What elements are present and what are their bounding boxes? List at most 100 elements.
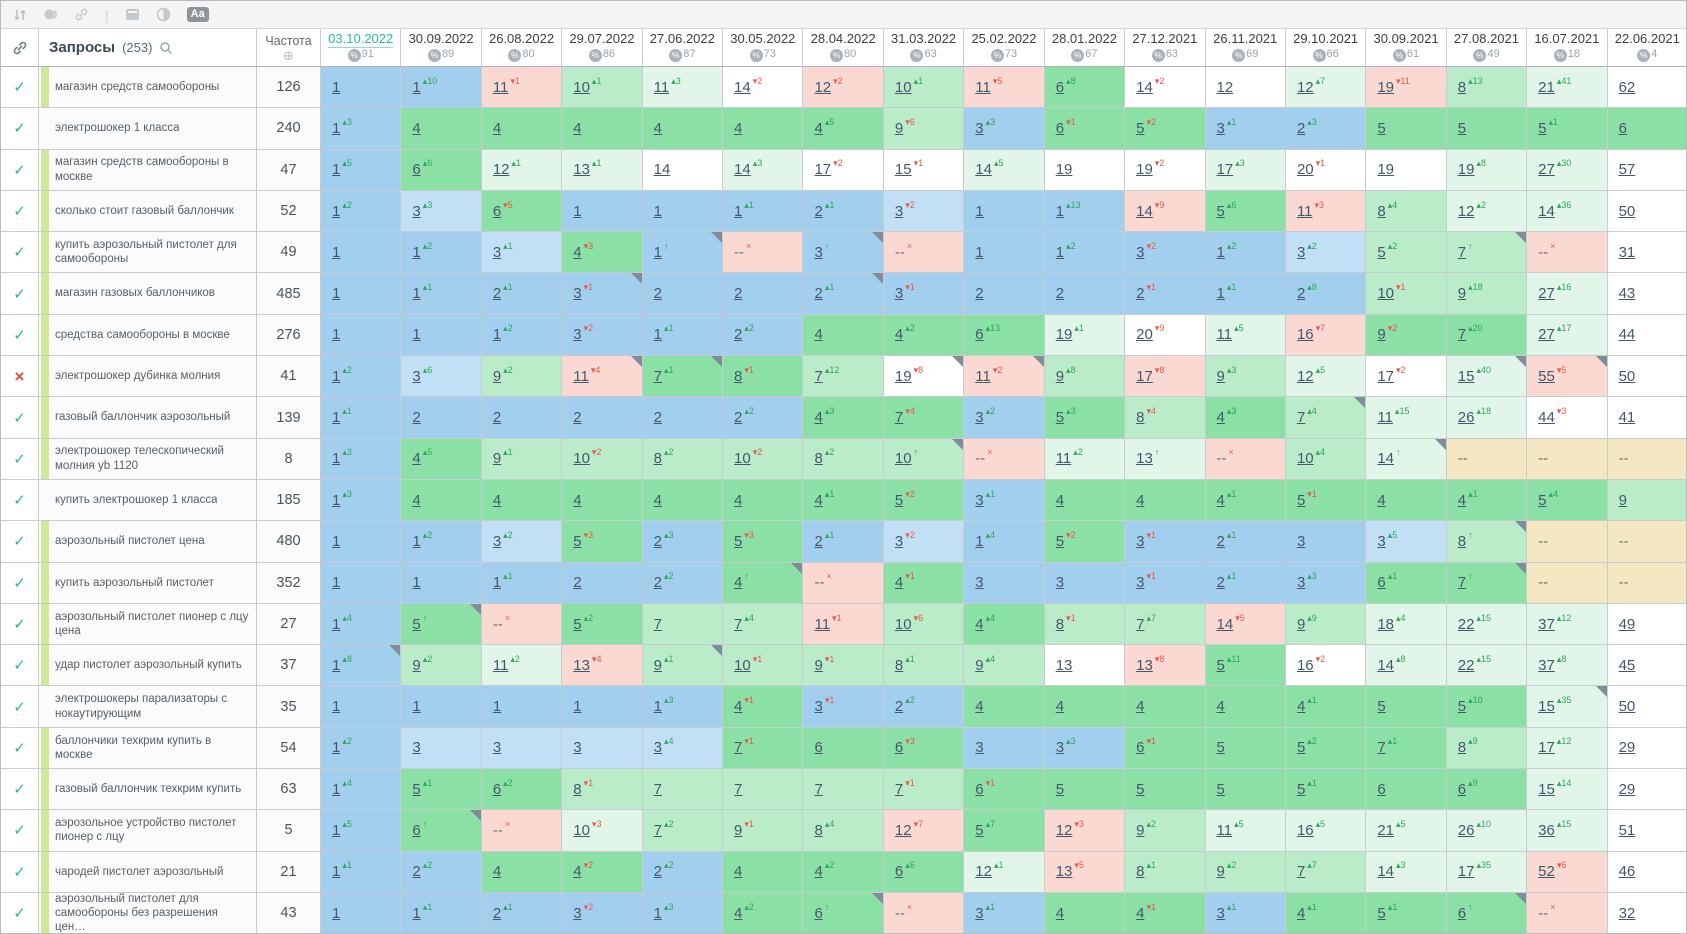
position-cell[interactable]: 3 ▴2	[481, 521, 563, 563]
position-cell[interactable]: 1 ▴2	[401, 521, 482, 563]
position-cell[interactable]: 41	[1607, 397, 1686, 439]
position-cell[interactable]: 6 ↑	[803, 892, 884, 933]
position-cell[interactable]: 4 ▴4	[964, 603, 1045, 646]
position-cell[interactable]: 36 ▴15	[1527, 810, 1608, 852]
position-cell[interactable]: 9 ▴8	[1044, 356, 1126, 398]
position-cell[interactable]: 15 ▴14	[1527, 769, 1608, 811]
position-cell[interactable]: 2 ▴2	[401, 851, 482, 893]
position-cell[interactable]: 6	[1366, 769, 1447, 811]
position-cell[interactable]: 9 ▴2	[1205, 851, 1286, 893]
position-cell[interactable]: 10 ▴1	[562, 67, 643, 109]
position-cell[interactable]: --	[1527, 521, 1608, 563]
position-cell[interactable]: 5 ▾1	[1285, 479, 1367, 522]
position-cell[interactable]: 6 ↑	[1446, 892, 1528, 933]
position-cell[interactable]: 2	[723, 273, 804, 315]
position-cell[interactable]: 19	[1044, 149, 1126, 191]
position-cell[interactable]: 2 ▾1	[1125, 273, 1206, 315]
contrast-icon[interactable]	[156, 7, 171, 22]
position-cell[interactable]: 3 ▴1	[964, 479, 1045, 522]
position-cell[interactable]: 4	[1125, 479, 1206, 522]
position-cell[interactable]: 8 ▾4	[1125, 397, 1206, 439]
position-cell[interactable]: 9 ▾1	[723, 810, 804, 852]
text-case-icon[interactable]: Aa	[186, 7, 209, 22]
keyword-cell[interactable]: магазин средств самообороны	[39, 67, 257, 109]
position-cell[interactable]: 2 ▴1	[803, 273, 884, 315]
position-cell[interactable]: 17 ▾8	[1125, 356, 1206, 398]
position-cell[interactable]: 4 ▴1	[1285, 686, 1367, 728]
position-cell[interactable]: -- ×	[481, 603, 563, 646]
position-cell[interactable]: 7 ▾1	[723, 727, 804, 770]
position-cell[interactable]: 12 ▴1	[964, 851, 1045, 893]
position-cell[interactable]: 2 ▴1	[1205, 562, 1286, 604]
position-cell[interactable]: 4 ▴5	[401, 438, 482, 480]
position-cell[interactable]: 4	[723, 851, 804, 893]
position-cell[interactable]: 4 ▾1	[723, 686, 804, 728]
date-column-header[interactable]: 25.02.2022% 73	[964, 29, 1045, 67]
position-cell[interactable]: 1 ▴5	[321, 810, 402, 852]
keyword-cell[interactable]: аэрозольный пистолет цена	[39, 521, 257, 563]
position-cell[interactable]: 5	[1044, 769, 1126, 811]
position-cell[interactable]: 11 ▴5	[1205, 314, 1286, 357]
position-cell[interactable]: 2	[562, 397, 643, 439]
position-cell[interactable]: 3 ▴1	[481, 232, 563, 274]
status-check-cell[interactable]: ✓	[1, 438, 39, 480]
position-cell[interactable]: 5 ▴10	[1446, 686, 1528, 728]
position-cell[interactable]: 4	[1044, 479, 1126, 522]
position-cell[interactable]: 5	[1205, 727, 1286, 770]
position-cell[interactable]: --	[1607, 438, 1686, 480]
date-column-header[interactable]: 27.12.2021% 63	[1125, 29, 1206, 67]
snippet-card-icon[interactable]	[125, 8, 140, 21]
keyword-cell[interactable]: аэрозольный пистолет для самообороны без…	[39, 892, 257, 933]
position-cell[interactable]: 5 ▴2	[1366, 232, 1447, 274]
position-cell[interactable]: 16 ▴5	[1285, 810, 1367, 852]
position-cell[interactable]: 10 ▾3	[562, 810, 643, 852]
status-check-cell[interactable]: ✓	[1, 562, 39, 604]
position-cell[interactable]: 4	[803, 314, 884, 357]
position-cell[interactable]: 3 ▾2	[883, 521, 965, 563]
position-cell[interactable]: 12 ▴7	[1285, 67, 1367, 109]
position-cell[interactable]: 4 ▴2	[723, 892, 804, 933]
position-cell[interactable]: 14 ▴3	[723, 149, 804, 191]
position-cell[interactable]: 5 ▴1	[401, 769, 482, 811]
sort-icon[interactable]	[13, 8, 27, 22]
date-column-header[interactable]: 27.08.2021% 49	[1446, 29, 1528, 67]
date-column-header[interactable]: 03.10.2022% 91	[321, 29, 402, 67]
position-cell[interactable]: 7 ▴1	[642, 356, 724, 398]
keyword-cell[interactable]: чародей пистолет аэрозольный	[39, 851, 257, 893]
position-cell[interactable]: --	[1607, 521, 1686, 563]
keyword-cell[interactable]: электрошокеры парализаторы с нокаутирующ…	[39, 686, 257, 728]
position-cell[interactable]: 2 ▴2	[642, 851, 724, 893]
position-cell[interactable]: 27 ▴16	[1527, 273, 1608, 315]
target-circle-icon[interactable]	[43, 7, 58, 22]
keyword-cell[interactable]: аэрозольное устройство пистолет пионер с…	[39, 810, 257, 852]
status-check-cell[interactable]: ✓	[1, 851, 39, 893]
position-cell[interactable]: -- ×	[964, 438, 1045, 480]
position-cell[interactable]: 15 ▴35	[1527, 686, 1608, 728]
position-cell[interactable]: 8 ▴2	[642, 438, 724, 480]
position-cell[interactable]: 7 ▴4	[1285, 397, 1367, 439]
position-cell[interactable]: 12 ▴1	[481, 149, 563, 191]
position-cell[interactable]: 1 ▴1	[401, 273, 482, 315]
position-cell[interactable]: 7 ▴7	[1285, 851, 1367, 893]
position-cell[interactable]: 8 ▴2	[803, 438, 884, 480]
position-cell[interactable]: 8 ▾1	[562, 769, 643, 811]
position-cell[interactable]: 4 ▴1	[1446, 479, 1528, 522]
search-icon[interactable]	[159, 41, 173, 55]
date-column-header[interactable]: 26.11.2021% 69	[1205, 29, 1286, 67]
position-cell[interactable]: 1 ▴3	[321, 438, 402, 480]
position-cell[interactable]: 19 ▾8	[883, 356, 965, 398]
position-cell[interactable]: 6 ▴1	[1366, 562, 1447, 604]
position-cell[interactable]: 11 ▴2	[1044, 438, 1126, 480]
position-cell[interactable]: 4	[723, 479, 804, 522]
position-cell[interactable]: 15 ▴40	[1446, 356, 1528, 398]
position-cell[interactable]: 9 ▴18	[1446, 273, 1528, 315]
position-cell[interactable]: 8 ▴4	[1366, 190, 1447, 233]
position-cell[interactable]: 2	[401, 397, 482, 439]
position-cell[interactable]: 3 ▾1	[1125, 521, 1206, 563]
position-cell[interactable]: 3 ▴6	[401, 356, 482, 398]
position-cell[interactable]: 1 ▴4	[964, 521, 1045, 563]
position-cell[interactable]: 3 ▾2	[562, 314, 643, 357]
position-cell[interactable]: 1 ▴1	[321, 851, 402, 893]
status-check-cell[interactable]: ✓	[1, 645, 39, 687]
position-cell[interactable]: 3 ▴1	[964, 892, 1045, 933]
